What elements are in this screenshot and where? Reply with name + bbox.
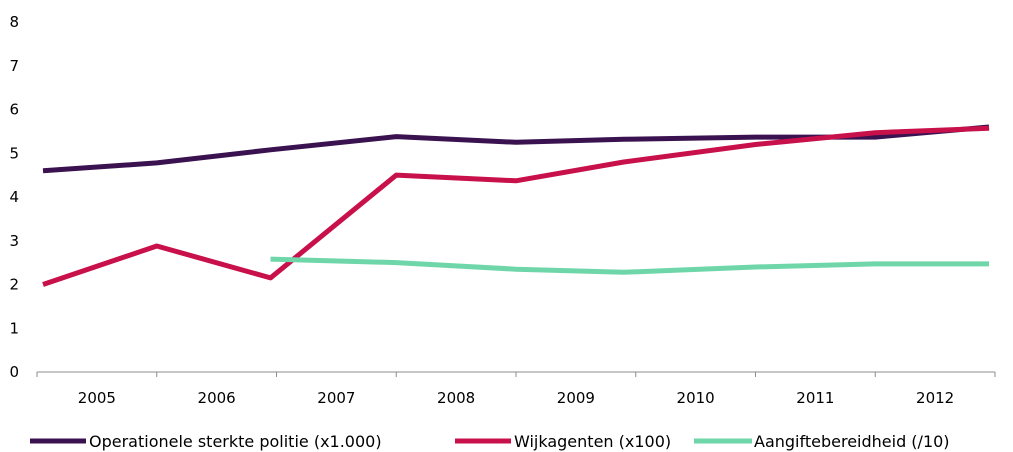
series-line-3 [270, 256, 989, 275]
y-tick-label: 0 [9, 363, 19, 381]
y-axis-ticks: 0 1 2 3 4 5 6 7 8 [9, 13, 19, 381]
x-tick-label: 2008 [437, 389, 475, 407]
legend-label-aangiftebereidheid: Aangiftebereidheid (/10) [754, 432, 950, 451]
y-tick-label: 6 [9, 101, 19, 119]
series-line-2 [42, 125, 990, 287]
y-tick-label: 1 [9, 319, 19, 337]
x-tick-label: 2012 [916, 389, 954, 407]
legend: Operationele sterkte politie (x1.000) Wi… [30, 432, 950, 451]
y-tick-label: 8 [9, 13, 19, 31]
x-tick-label: 2010 [677, 389, 715, 407]
x-axis-ticks: 2005 2006 2007 2008 2009 2010 2011 2012 [78, 389, 954, 407]
x-axis-tick-marks [36, 372, 996, 377]
legend-label-operationele-sterkte: Operationele sterkte politie (x1.000) [89, 432, 382, 451]
x-tick-label: 2005 [78, 389, 116, 407]
y-tick-label: 4 [9, 188, 19, 206]
x-tick-label: 2007 [317, 389, 355, 407]
y-tick-label: 2 [9, 276, 19, 294]
legend-label-wijkagenten: Wijkagenten (x100) [514, 432, 671, 451]
y-tick-label: 7 [9, 57, 19, 75]
x-tick-label: 2006 [198, 389, 236, 407]
x-tick-label: 2011 [796, 389, 834, 407]
y-tick-label: 3 [9, 232, 19, 250]
y-tick-label: 5 [9, 144, 19, 162]
series-lines [42, 124, 990, 287]
x-tick-label: 2009 [557, 389, 595, 407]
